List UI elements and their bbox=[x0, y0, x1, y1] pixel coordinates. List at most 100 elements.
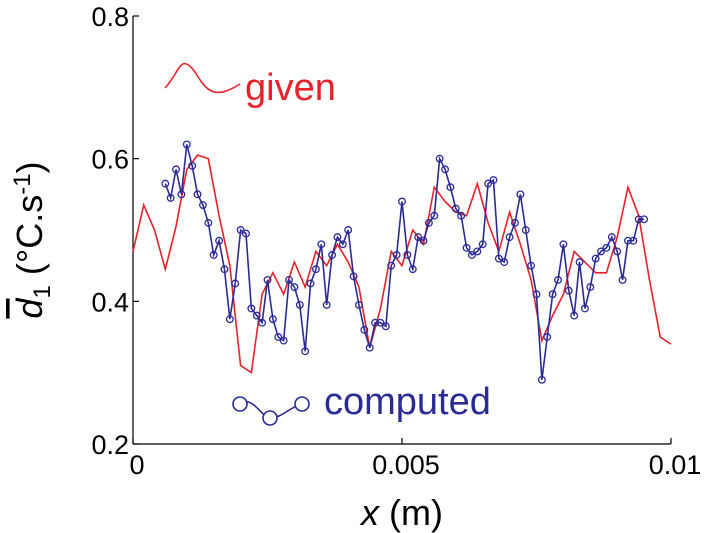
data-point bbox=[511, 218, 519, 227]
data-point bbox=[532, 290, 541, 299]
data-point bbox=[258, 318, 267, 327]
data-point bbox=[580, 304, 589, 313]
y-tick-label: 0.6 bbox=[91, 145, 129, 175]
data-point bbox=[435, 154, 444, 163]
data-point bbox=[268, 315, 277, 324]
data-point bbox=[516, 190, 525, 199]
x-tick-label: 0 bbox=[129, 450, 144, 480]
data-point bbox=[371, 318, 380, 327]
x-label-unit: (m) bbox=[379, 492, 443, 533]
data-point bbox=[489, 176, 498, 185]
data-point bbox=[301, 347, 310, 356]
data-point bbox=[252, 311, 261, 320]
data-point bbox=[597, 247, 606, 256]
data-point bbox=[247, 304, 256, 313]
data-point bbox=[209, 251, 218, 259]
data-point bbox=[188, 161, 197, 170]
data-point bbox=[629, 236, 638, 245]
data-point bbox=[494, 254, 503, 263]
x-tick-label: 0.01 bbox=[649, 450, 702, 480]
data-point bbox=[613, 247, 622, 256]
data-point bbox=[564, 286, 573, 295]
series-line bbox=[164, 144, 645, 380]
data-point bbox=[451, 204, 460, 213]
data-point bbox=[381, 322, 390, 331]
data-point bbox=[166, 193, 175, 202]
data-point bbox=[408, 265, 417, 274]
data-point bbox=[231, 279, 240, 288]
data-point bbox=[306, 279, 315, 288]
data-point bbox=[328, 251, 337, 259]
data-point bbox=[473, 247, 482, 256]
data-point bbox=[602, 243, 611, 252]
data-point bbox=[236, 226, 245, 234]
data-point bbox=[575, 258, 584, 267]
y-label: d1 (°C.s-1) bbox=[9, 161, 56, 318]
data-point bbox=[624, 236, 632, 245]
data-point bbox=[607, 233, 616, 242]
data-point bbox=[161, 179, 170, 188]
y-label-sup: -1 bbox=[9, 173, 36, 194]
y-tick-label: 0.2 bbox=[91, 430, 129, 460]
data-point bbox=[467, 251, 476, 259]
data-point bbox=[225, 315, 234, 324]
data-point bbox=[338, 240, 347, 249]
legend-label: given bbox=[245, 67, 336, 109]
data-point bbox=[279, 336, 288, 345]
legend-label: computed bbox=[324, 381, 491, 423]
data-point bbox=[204, 218, 213, 227]
data-point bbox=[559, 240, 568, 249]
y-label-symbol: d bbox=[9, 298, 50, 319]
legend-marker bbox=[232, 396, 248, 412]
y-label-sub: 1 bbox=[29, 285, 56, 298]
data-point bbox=[215, 236, 224, 245]
data-point bbox=[198, 201, 207, 209]
data-point bbox=[537, 375, 546, 384]
data-point bbox=[172, 165, 180, 174]
data-point bbox=[360, 325, 369, 334]
data-point bbox=[457, 211, 466, 220]
data-point bbox=[419, 236, 428, 245]
data-point bbox=[376, 318, 385, 327]
data-point bbox=[586, 283, 595, 292]
data-point bbox=[521, 226, 530, 234]
data-point bbox=[527, 261, 536, 270]
data-point bbox=[392, 251, 401, 259]
data-point bbox=[193, 190, 202, 199]
data-point bbox=[478, 240, 487, 249]
y-tick-label: 0.4 bbox=[91, 287, 129, 317]
y-tick-label: 0.8 bbox=[91, 2, 129, 32]
data-point bbox=[333, 233, 342, 242]
data-point bbox=[591, 254, 600, 263]
data-point bbox=[295, 300, 304, 309]
series-line bbox=[132, 154, 672, 375]
data-point bbox=[634, 215, 643, 224]
data-point bbox=[640, 215, 649, 224]
data-point bbox=[263, 275, 272, 284]
data-point bbox=[220, 265, 229, 274]
data-point bbox=[290, 283, 299, 292]
data-point bbox=[424, 218, 433, 227]
data-point bbox=[398, 197, 406, 206]
legend-marker bbox=[294, 396, 310, 412]
data-point bbox=[317, 240, 326, 249]
data-point bbox=[403, 251, 412, 259]
y-label-unit: (°C.s bbox=[9, 195, 50, 285]
x-label: x (m) bbox=[359, 492, 443, 533]
data-point bbox=[441, 165, 449, 174]
data-point bbox=[177, 190, 186, 199]
data-point bbox=[500, 258, 509, 267]
legend-icon bbox=[164, 62, 241, 94]
data-point bbox=[570, 311, 579, 320]
data-point bbox=[242, 229, 250, 238]
data-point bbox=[414, 233, 423, 242]
legend-marker bbox=[262, 410, 278, 426]
data-point bbox=[365, 343, 374, 352]
data-point bbox=[274, 333, 283, 341]
data-point bbox=[554, 275, 562, 284]
data-point bbox=[387, 261, 396, 270]
x-label-symbol: x bbox=[359, 492, 381, 533]
x-tick-label: 0.005 bbox=[372, 450, 440, 480]
data-point bbox=[182, 140, 191, 149]
